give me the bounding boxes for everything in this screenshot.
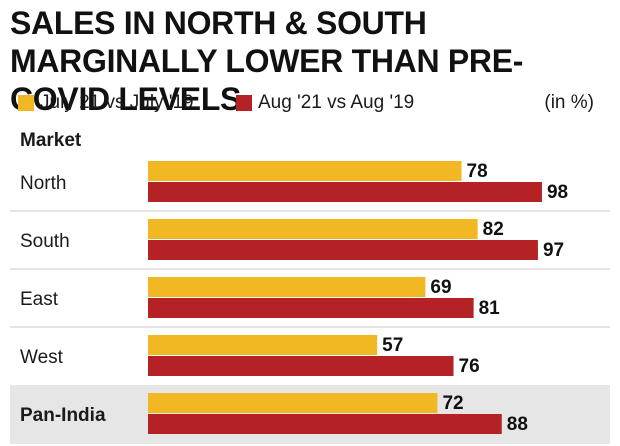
category-label-south: South [20,231,70,252]
bar-south-july [148,219,478,239]
bar-south-aug [148,240,538,260]
value-label-north-aug: 98 [547,182,568,203]
legend-swatch-aug [236,95,252,111]
bar-pan-india-july [148,393,438,413]
legend-item-aug: Aug '21 vs Aug '19 [236,92,414,114]
bar-north-aug [148,182,542,202]
category-label-north: North [20,173,66,194]
value-label-north-july: 78 [467,161,488,182]
bar-pan-india-aug [148,414,502,434]
bar-chart: North 78 98 South 82 97 East 69 81 West 57 76 Pan-In… [10,161,610,444]
value-label-west-aug: 76 [459,356,480,377]
bar-west-aug [148,356,454,376]
value-label-south-aug: 97 [543,240,564,261]
category-label-east: East [20,289,59,310]
chart-title: SALES IN NORTH & SOUTH MARGINALLY LOWER … [10,5,524,117]
value-label-pan-india-july: 72 [442,393,463,414]
bar-north-july [148,161,462,181]
bar-east-july [148,277,426,297]
value-label-east-july: 69 [430,277,451,298]
value-label-east-aug: 81 [479,298,501,319]
legend-item-july: July 21 vs July '19 [18,92,194,114]
legend-swatch-july [18,95,34,111]
bar-east-aug [148,298,474,318]
category-label-pan-india: Pan-India [20,405,106,426]
value-label-west-july: 57 [382,335,403,356]
value-label-pan-india-aug: 88 [507,414,528,435]
bar-west-july [148,335,378,355]
unit-label: (in %) [544,92,594,113]
row-header-market: Market [20,130,82,151]
legend: July 21 vs July '19 Aug '21 vs Aug '19 (… [18,92,608,116]
legend-label-aug: Aug '21 vs Aug '19 [258,92,415,113]
category-label-west: West [20,347,64,368]
legend-label-july: July 21 vs July '19 [40,92,194,113]
value-label-south-july: 82 [483,219,504,240]
